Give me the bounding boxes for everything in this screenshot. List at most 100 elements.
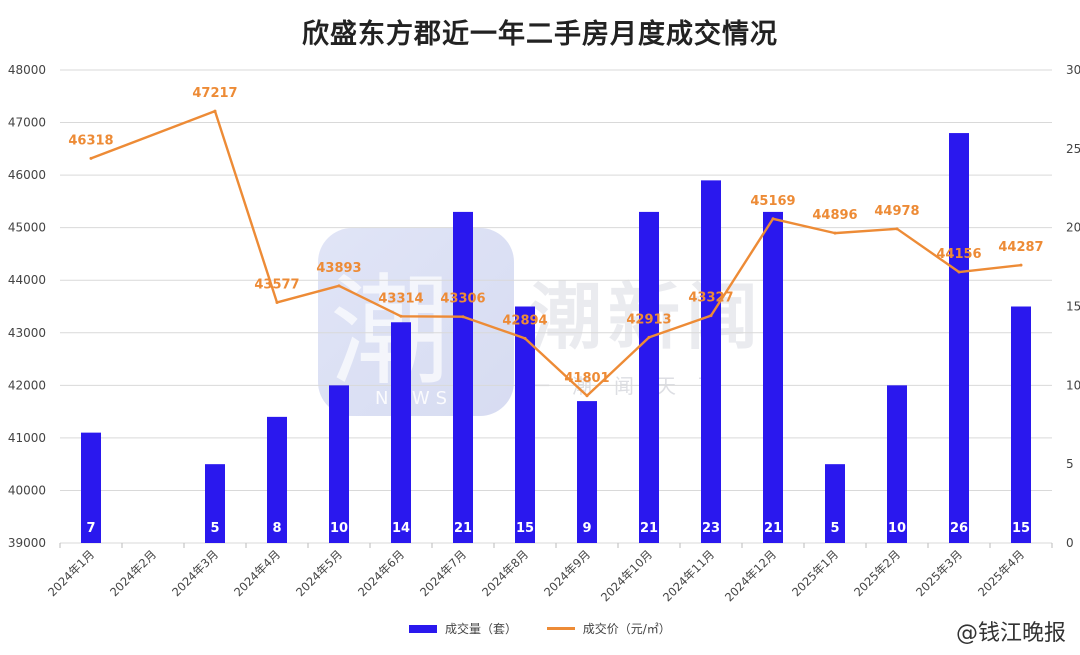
y-left-tick-label: 40000 [8, 483, 46, 497]
bar [825, 464, 845, 543]
bar-data-label: 5 [210, 521, 219, 536]
bar-data-label: 26 [950, 521, 968, 536]
price-data-label: 46318 [68, 133, 113, 148]
price-data-label: 42913 [626, 312, 671, 327]
bar [391, 322, 411, 543]
bar-data-label: 7 [86, 521, 95, 536]
bar [701, 180, 721, 543]
price-point [523, 336, 527, 340]
price-point [213, 109, 217, 113]
bar [329, 385, 349, 543]
price-point [337, 284, 341, 288]
price-point [833, 231, 837, 235]
bar-data-label: 9 [582, 521, 591, 536]
price-data-label: 42894 [502, 313, 547, 328]
legend-line-label: 成交价（元/㎡） [582, 622, 671, 636]
x-tick-label: 2024年2月 [107, 547, 159, 599]
watermark-slogan: 一潮闻天下 [530, 374, 740, 398]
y-left-tick-label: 46000 [8, 168, 46, 182]
bar-data-label: 21 [640, 521, 658, 536]
price-line [90, 109, 1022, 397]
price-point [1019, 263, 1023, 267]
legend-bar-label: 成交量（套） [445, 622, 518, 636]
y-right-tick-label: 5 [1066, 457, 1074, 471]
y-left-tick-label: 43000 [8, 326, 46, 340]
price-data-label: 43327 [688, 291, 733, 306]
y-right-tick-label: 0 [1066, 536, 1074, 550]
bar-data-label: 10 [888, 521, 906, 536]
x-tick-label: 2024年6月 [355, 547, 407, 599]
y-left-tick-label: 47000 [8, 116, 46, 130]
price-point [399, 314, 403, 318]
bar-data-label: 21 [764, 521, 782, 536]
price-data-label: 44896 [812, 208, 857, 223]
x-tick-label: 2024年11月 [660, 547, 717, 604]
bar [453, 211, 473, 543]
price-data-label: 44978 [874, 204, 919, 219]
price-point [585, 394, 589, 398]
price-point [647, 335, 651, 339]
x-tick-label: 2024年7月 [417, 547, 469, 599]
bar-data-label: 23 [702, 521, 720, 536]
bar-data-label: 8 [272, 521, 281, 536]
y-right-tick-label: 25 [1066, 142, 1080, 156]
chart-title: 欣盛东方郡近一年二手房月度成交情况 [302, 19, 778, 50]
y-left-tick-label: 45000 [8, 221, 46, 235]
x-tick-label: 2024年1月 [45, 547, 97, 599]
bar-data-label: 10 [330, 521, 348, 536]
price-data-label: 44287 [998, 240, 1043, 255]
y-left-tick-label: 39000 [8, 536, 46, 550]
bar-data-label: 15 [1012, 521, 1030, 536]
bar-data-label: 21 [454, 521, 472, 536]
y-left-tick-label: 41000 [8, 431, 46, 445]
legend: 成交量（套） 成交价（元/㎡） [0, 620, 1080, 637]
bar [639, 211, 659, 543]
bar [81, 432, 101, 543]
price-data-label: 41801 [564, 371, 609, 386]
x-tick-label: 2025年2月 [851, 547, 903, 599]
bar [205, 464, 225, 543]
bar-data-label: 14 [392, 521, 410, 536]
price-point [275, 300, 279, 304]
bar [515, 306, 535, 543]
bar [887, 385, 907, 543]
price-data-label: 44156 [936, 247, 981, 262]
price-point [709, 314, 713, 318]
legend-bar-swatch [409, 624, 438, 633]
bar-data-label: 5 [830, 521, 839, 536]
price-point [89, 156, 93, 160]
price-data-label: 43314 [378, 291, 423, 306]
x-tick-label: 2025年3月 [913, 547, 965, 599]
y-right-tick-label: 20 [1066, 221, 1080, 235]
bar [267, 416, 287, 543]
bar [577, 401, 597, 543]
x-tick-label: 2025年4月 [975, 547, 1027, 599]
x-tick-label: 2024年3月 [169, 547, 221, 599]
x-tick-label: 2024年5月 [293, 547, 345, 599]
bar [1011, 306, 1031, 543]
y-right-tick-label: 15 [1066, 300, 1080, 314]
legend-line-swatch [546, 627, 575, 630]
price-data-label: 45169 [750, 194, 795, 209]
bar-data-label: 15 [516, 521, 534, 536]
price-point [461, 315, 465, 319]
y-left-tick-label: 42000 [8, 378, 46, 392]
price-point [771, 217, 775, 221]
y-right-tick-label: 30 [1066, 63, 1080, 77]
price-data-label: 43893 [316, 261, 361, 276]
price-data-label: 43306 [440, 292, 485, 307]
price-point [957, 270, 961, 274]
bar [763, 211, 783, 543]
x-tick-label: 2024年10月 [598, 547, 655, 604]
x-tick-label: 2024年12月 [722, 547, 779, 604]
y-left-tick-label: 44000 [8, 273, 46, 287]
bar [949, 133, 969, 544]
weibo-watermark: @钱江晚报 [955, 621, 1066, 646]
x-tick-label: 2025年1月 [789, 547, 841, 599]
x-tick-label: 2024年8月 [479, 547, 531, 599]
y-left-tick-label: 48000 [8, 63, 46, 77]
price-point [895, 227, 899, 231]
price-data-label: 47217 [192, 86, 237, 101]
y-right-tick-label: 10 [1066, 378, 1080, 392]
